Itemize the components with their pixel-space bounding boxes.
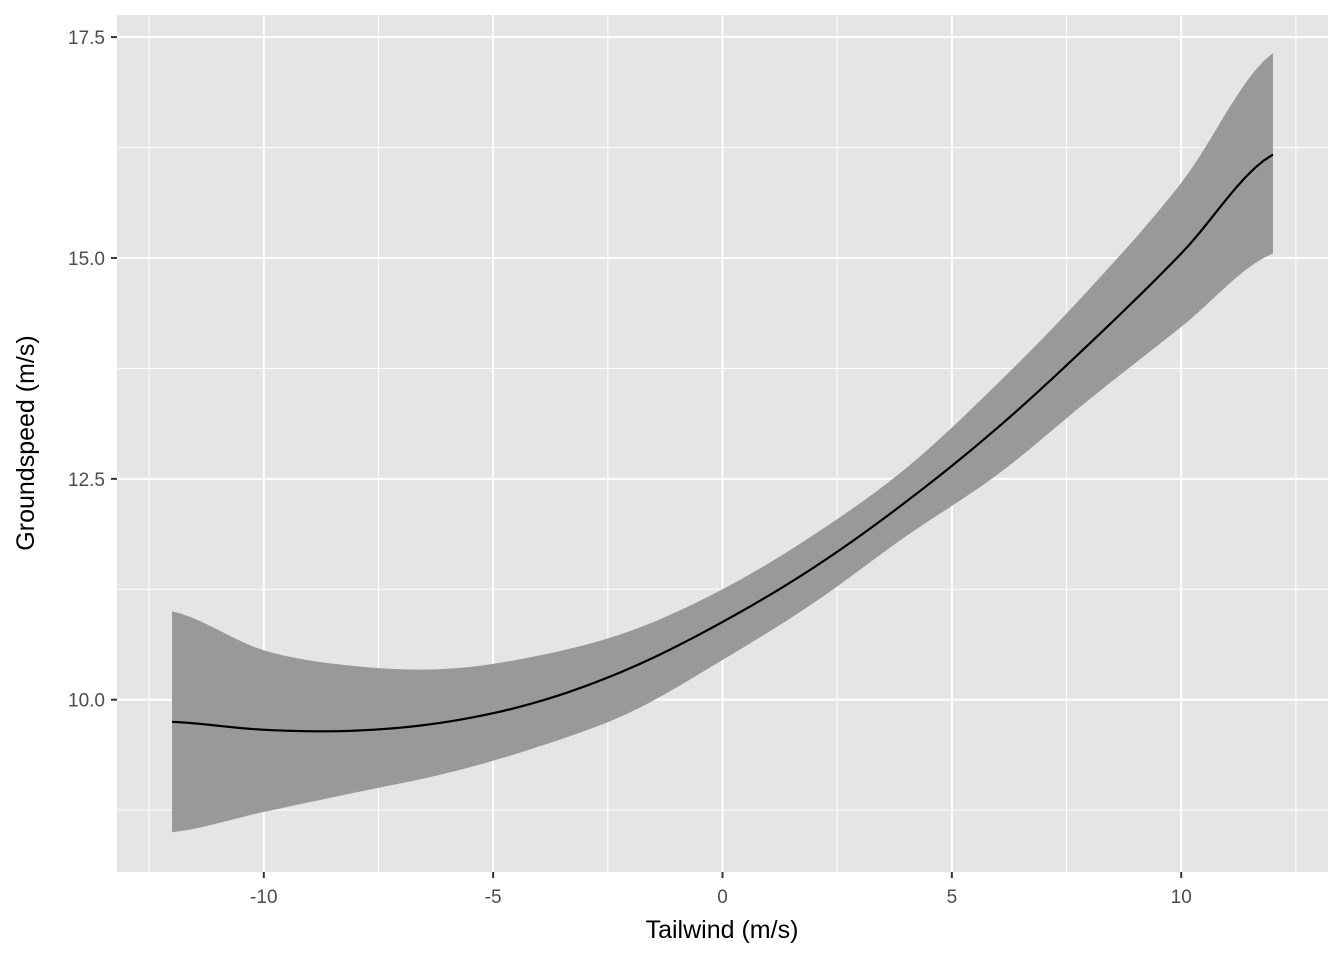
confidence-ribbon — [172, 52, 1273, 833]
y-tick-label: 15.0 — [68, 249, 105, 270]
x-tick-label: 0 — [717, 887, 728, 908]
y-axis: 10.0 12.5 15.0 17.5 — [68, 28, 117, 712]
x-tick-label: 10 — [1171, 887, 1192, 908]
y-tick-label: 12.5 — [68, 470, 105, 491]
fitted-line-layer — [171, 153, 1274, 733]
y-tick-label: 17.5 — [68, 28, 105, 49]
fitted-line — [171, 153, 1274, 733]
x-axis-title: Tailwind (m/s) — [646, 916, 799, 944]
x-axis: -10 -5 0 5 10 — [250, 872, 1192, 908]
x-tick-label: -10 — [250, 887, 277, 908]
y-axis-title: Groundspeed (m/s) — [12, 335, 40, 550]
y-tick-label: 10.0 — [68, 691, 105, 712]
x-tick-label: -5 — [485, 887, 502, 908]
x-tick-label: 5 — [947, 887, 958, 908]
confidence-ribbon-layer — [172, 52, 1273, 833]
